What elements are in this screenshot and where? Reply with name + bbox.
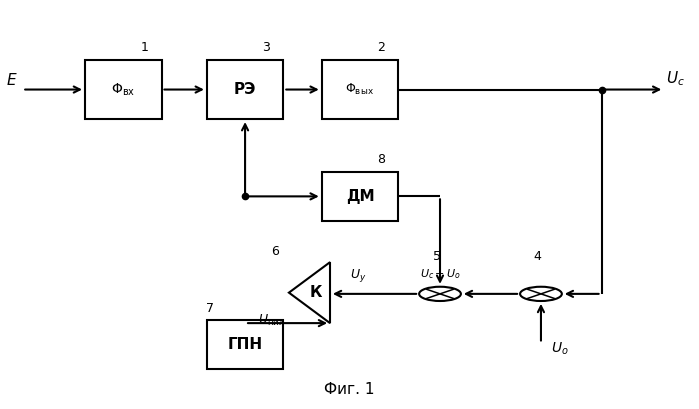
Text: $U_y$: $U_y$ bbox=[350, 267, 366, 284]
Text: $U_{\rm пил}$: $U_{\rm пил}$ bbox=[258, 313, 285, 328]
Text: 7: 7 bbox=[206, 302, 215, 315]
Text: 1: 1 bbox=[140, 41, 148, 54]
Polygon shape bbox=[289, 262, 330, 323]
Text: ДМ: ДМ bbox=[345, 189, 374, 204]
FancyBboxPatch shape bbox=[322, 60, 398, 119]
Text: 5: 5 bbox=[433, 250, 440, 263]
Text: $\Phi_{\rm вых}$: $\Phi_{\rm вых}$ bbox=[345, 82, 375, 97]
Text: $U_c$: $U_c$ bbox=[666, 69, 685, 88]
Text: $\Phi_{\rm вх}$: $\Phi_{\rm вх}$ bbox=[111, 81, 136, 98]
FancyBboxPatch shape bbox=[322, 172, 398, 221]
Text: E: E bbox=[7, 72, 17, 88]
FancyBboxPatch shape bbox=[207, 60, 283, 119]
Text: 6: 6 bbox=[271, 245, 279, 258]
Text: Фиг. 1: Фиг. 1 bbox=[324, 382, 375, 398]
Text: РЭ: РЭ bbox=[234, 82, 257, 97]
Ellipse shape bbox=[419, 287, 461, 301]
Text: К: К bbox=[310, 285, 322, 300]
Text: ГПН: ГПН bbox=[227, 337, 263, 352]
Text: 3: 3 bbox=[262, 41, 270, 54]
Ellipse shape bbox=[520, 287, 562, 301]
Text: 4: 4 bbox=[533, 250, 542, 263]
Text: $U_c-U_o$: $U_c-U_o$ bbox=[419, 267, 461, 281]
Text: 8: 8 bbox=[377, 153, 385, 166]
Text: 2: 2 bbox=[377, 41, 384, 54]
FancyBboxPatch shape bbox=[85, 60, 161, 119]
Text: $U_o$: $U_o$ bbox=[552, 341, 569, 357]
FancyBboxPatch shape bbox=[207, 320, 283, 369]
